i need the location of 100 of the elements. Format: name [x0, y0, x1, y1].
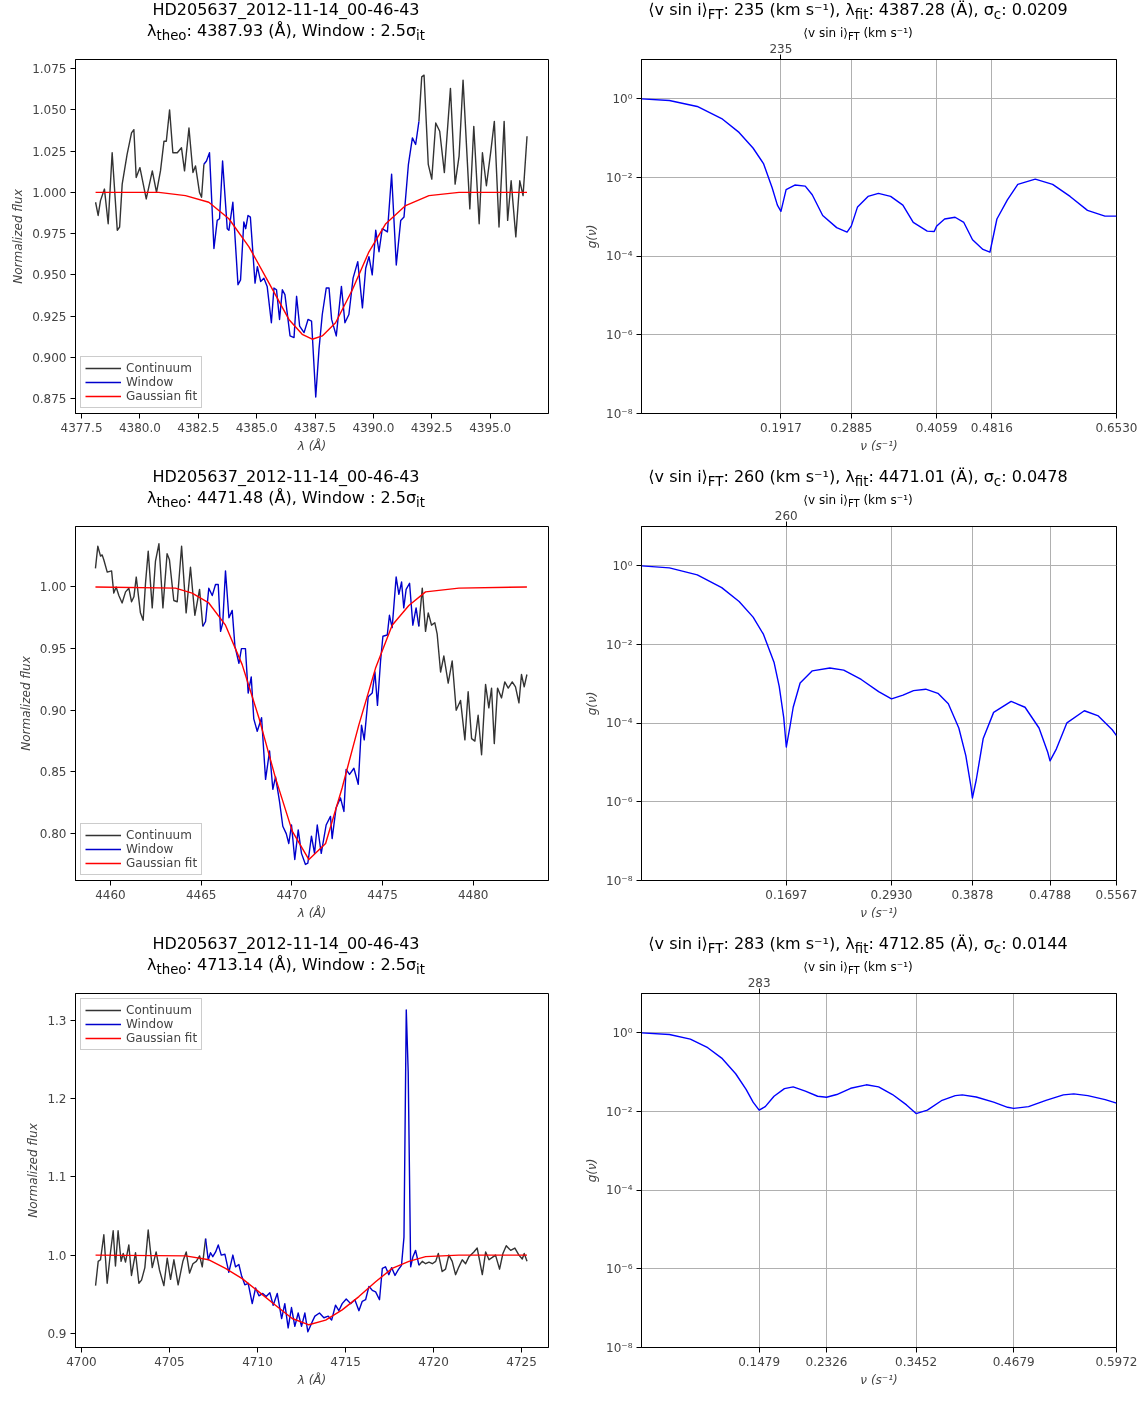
y-axis-title: Normalized flux [26, 1122, 41, 1218]
x-tick-label: 4377.5 [60, 420, 103, 435]
legend-label: Continuum [126, 828, 192, 842]
x-tick-label: 0.4059 [915, 420, 958, 435]
y-tick-label: 10⁰ [612, 91, 633, 106]
y-tick-label: 0.900 [32, 350, 67, 365]
y-tick-label: 0.925 [32, 309, 67, 324]
x-tick-label: 4465 [185, 887, 217, 902]
y-tick-label: 1.075 [32, 62, 67, 77]
x-tick-label: 0.5972 [1095, 1354, 1138, 1369]
x-tick-label: 4705 [154, 1354, 185, 1369]
y-tick-label: 10⁰ [612, 558, 633, 573]
y-tick-label: 0.95 [39, 642, 67, 657]
y-axis-title: Normalized flux [18, 655, 33, 751]
chart-title: ⟨v sin i⟩$_{FT}$: 260 (km s⁻¹), λ$_{fit}$: 4471.01 (Ä), σ$_{c}$: 0.0478 [648, 467, 1068, 492]
y-tick-label: 0.950 [32, 268, 67, 283]
x-tick-label: 4720 [418, 1354, 449, 1369]
x-tick-label: 4390.0 [352, 420, 395, 435]
x-tick-label: 4380.0 [118, 420, 161, 435]
y-tick-label: 0.875 [32, 392, 67, 407]
y-tick-label: 1.3 [47, 1013, 67, 1028]
x-tick-label: 4470 [276, 887, 308, 902]
legend-label: Gaussian fit [126, 1031, 198, 1045]
x-axis-title: ν (s⁻¹) [860, 1372, 898, 1387]
x-tick-label: 4382.5 [177, 420, 220, 435]
x-tick-label: 0.1479 [738, 1354, 781, 1369]
x2-axis-title: ⟨v sin i⟩$_{FT}$ (km s⁻¹) [803, 26, 913, 42]
x-axis-title: ν (s⁻¹) [860, 905, 898, 920]
x-tick-label: 0.3878 [951, 887, 994, 902]
x-tick-label: 4385.0 [235, 420, 278, 435]
x-tick-label: 0.6530 [1095, 420, 1138, 435]
x2-axis-title: ⟨v sin i⟩$_{FT}$ (km s⁻¹) [803, 960, 913, 976]
x-axis-title: λ (Å) [296, 437, 327, 453]
x-tick-label: 0.4816 [970, 420, 1013, 435]
y-tick-label: 0.9 [47, 1326, 67, 1341]
x-tick-label: 4387.5 [294, 420, 337, 435]
y-tick-label: 10⁻⁸ [606, 1340, 633, 1355]
y-tick-label: 10⁻⁴ [606, 249, 633, 264]
x-tick-label: 0.4679 [992, 1354, 1035, 1369]
x-tick-label: 4710 [242, 1354, 273, 1369]
x-axis-title: ν (s⁻¹) [860, 438, 898, 453]
y-tick-label: 1.1 [47, 1170, 67, 1185]
y-tick-label: 10⁻⁶ [606, 1261, 633, 1276]
line-series [94, 1254, 528, 1326]
y-axis-title: g(ν) [585, 691, 600, 716]
x-tick-label: 4475 [367, 887, 398, 902]
legend-label: Continuum [126, 361, 192, 375]
x-tick-label: 0.3452 [895, 1354, 938, 1369]
y-axis-title: g(ν) [585, 224, 600, 249]
chart-title: HD205637_2012-11-14_00-46-43 [151, 467, 421, 487]
chart-subtitle: λ$_{theo}$: 4471.48 (Å), Window : 2.5σ$_{it}$ [147, 487, 425, 513]
line-series [641, 98, 1117, 253]
y-tick-label: 10⁻⁸ [606, 406, 633, 421]
y-tick-label: 0.975 [32, 227, 67, 242]
y-tick-label: 10⁻² [606, 1104, 633, 1119]
chart-title: ⟨v sin i⟩$_{FT}$: 283 (km s⁻¹), λ$_{fit}$: 4712.85 (Ä), σ$_{c}$: 0.0144 [648, 934, 1068, 959]
line-series [94, 191, 528, 340]
x-tick-label: 4392.5 [410, 420, 453, 435]
x-axis-title: λ (Å) [296, 1371, 327, 1387]
chart-title: HD205637_2012-11-14_00-46-43 [151, 934, 421, 954]
y-tick-label: 10⁻⁴ [606, 716, 633, 731]
x2-axis-title: ⟨v sin i⟩$_{FT}$ (km s⁻¹) [803, 493, 913, 509]
x-tick-label: 0.5567 [1095, 887, 1138, 902]
chart-subtitle: λ$_{theo}$: 4713.14 (Å), Window : 2.5σ$_{it}$ [147, 954, 425, 980]
y-tick-label: 0.85 [39, 765, 67, 780]
y-tick-label: 1.000 [32, 185, 67, 200]
legend-label: Window [126, 1017, 174, 1031]
y-tick-label: 0.90 [39, 703, 67, 718]
x-tick-label: 0.2326 [805, 1354, 848, 1369]
legend-label: Gaussian fit [126, 389, 198, 403]
x-tick-label: 4715 [330, 1354, 361, 1369]
y-tick-label: 10⁰ [612, 1025, 633, 1040]
y-tick-label: 0.80 [39, 827, 67, 842]
legend-label: Continuum [126, 1003, 192, 1017]
text: 283 [747, 975, 771, 990]
y-axis-title: g(ν) [585, 1158, 600, 1183]
y-tick-label: 1.0 [47, 1248, 67, 1263]
legend-label: Gaussian fit [126, 856, 198, 870]
legend-label: Window [126, 375, 174, 389]
line-series [202, 570, 420, 866]
chart-subtitle: λ$_{theo}$: 4387.93 (Å), Window : 2.5σ$_{it}$ [147, 20, 425, 46]
x-tick-label: 0.2885 [830, 420, 873, 435]
y-tick-label: 10⁻⁶ [606, 327, 633, 342]
y-axis-title: Normalized flux [11, 188, 26, 284]
y-tick-label: 1.025 [32, 144, 67, 159]
line-series [204, 1009, 420, 1333]
x-tick-label: 4460 [95, 887, 126, 902]
x-tick-label: 0.1917 [759, 420, 802, 435]
x-tick-label: 4700 [66, 1354, 97, 1369]
text: 260 [774, 508, 798, 523]
x-axis-title: λ (Å) [296, 904, 327, 920]
y-tick-label: 10⁻⁴ [606, 1183, 633, 1198]
chart-title: HD205637_2012-11-14_00-46-43 [151, 0, 421, 20]
x-tick-label: 0.1697 [765, 887, 808, 902]
y-tick-label: 10⁻⁶ [606, 794, 633, 809]
y-tick-label: 1.2 [47, 1091, 67, 1106]
legend-label: Window [126, 842, 174, 856]
x-tick-label: 4725 [506, 1354, 537, 1369]
y-tick-label: 10⁻⁸ [606, 873, 633, 888]
y-tick-label: 1.050 [32, 103, 67, 118]
